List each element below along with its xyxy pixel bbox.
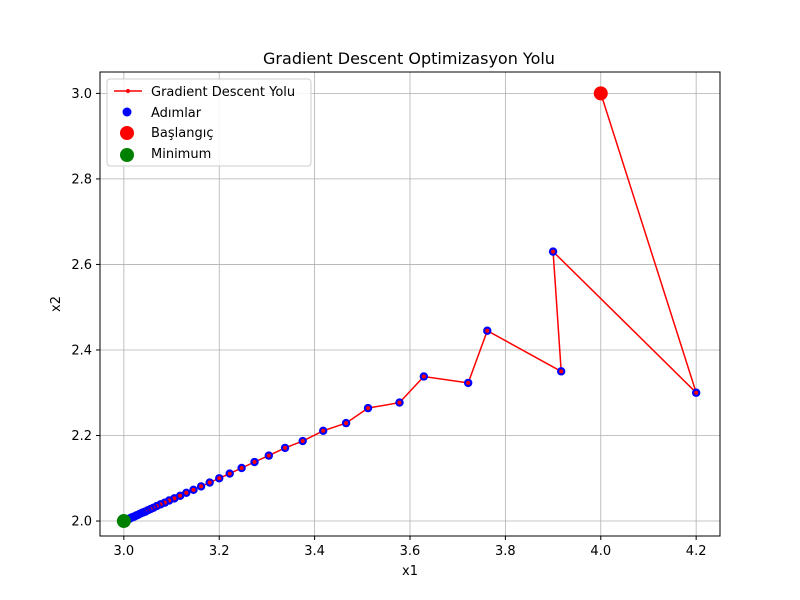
path-point bbox=[421, 374, 426, 379]
y-axis-label: x2 bbox=[49, 296, 64, 312]
path-point bbox=[366, 406, 371, 411]
y-tick-label: 2.2 bbox=[71, 429, 92, 444]
x-tick-label: 4.0 bbox=[590, 544, 611, 559]
y-axis-ticks: 2.0 2.2 2.4 2.6 2.8 3.0 bbox=[71, 87, 100, 530]
start-point bbox=[593, 86, 608, 101]
path-point bbox=[283, 445, 288, 450]
legend-steps-marker bbox=[122, 107, 132, 117]
legend-box bbox=[106, 78, 312, 167]
path-point bbox=[397, 400, 402, 405]
path-point bbox=[485, 328, 490, 333]
path-point bbox=[199, 484, 204, 489]
path-point bbox=[559, 369, 564, 374]
legend: Gradient Descent Yolu Adımlar Başlangıç … bbox=[106, 78, 312, 167]
legend-label-steps: Adımlar bbox=[151, 106, 202, 121]
path-point bbox=[191, 487, 196, 492]
path-point bbox=[321, 428, 326, 433]
legend-line-point bbox=[126, 89, 130, 93]
legend-start-marker bbox=[120, 126, 134, 140]
x-axis-ticks: 3.0 3.2 3.4 3.6 3.8 4.0 4.2 bbox=[114, 536, 707, 559]
path-point bbox=[694, 390, 699, 395]
path-point bbox=[300, 439, 305, 444]
path-point bbox=[266, 453, 271, 458]
x-tick-label: 4.2 bbox=[686, 544, 707, 559]
path-point bbox=[239, 466, 244, 471]
minimum-point bbox=[116, 514, 131, 529]
y-tick-label: 2.6 bbox=[71, 258, 92, 273]
x-tick-label: 3.8 bbox=[495, 544, 516, 559]
x-axis-label: x1 bbox=[402, 564, 418, 579]
grid bbox=[100, 72, 720, 536]
path-point bbox=[172, 496, 177, 501]
path-point bbox=[207, 480, 212, 485]
plot-series bbox=[116, 86, 701, 529]
x-tick-label: 3.2 bbox=[209, 544, 230, 559]
path-point bbox=[466, 380, 471, 385]
path-point bbox=[184, 490, 189, 495]
y-tick-label: 3.0 bbox=[71, 87, 92, 102]
y-tick-label: 2.0 bbox=[71, 515, 92, 530]
chart-title: Gradient Descent Optimizasyon Yolu bbox=[263, 49, 555, 68]
x-tick-label: 3.0 bbox=[114, 544, 135, 559]
legend-label-start: Başlangıç bbox=[151, 126, 214, 141]
x-tick-label: 3.6 bbox=[400, 544, 421, 559]
path-point bbox=[217, 476, 222, 481]
legend-minimum-marker bbox=[120, 148, 134, 162]
path-point bbox=[344, 421, 349, 426]
path-point bbox=[551, 249, 556, 254]
legend-label-path: Gradient Descent Yolu bbox=[151, 85, 295, 100]
path-point bbox=[227, 471, 232, 476]
path-point bbox=[178, 493, 183, 498]
y-tick-label: 2.4 bbox=[71, 343, 92, 358]
legend-label-minimum: Minimum bbox=[151, 147, 211, 162]
y-tick-label: 2.8 bbox=[71, 172, 92, 187]
x-tick-label: 3.4 bbox=[304, 544, 325, 559]
path-point bbox=[252, 460, 257, 465]
